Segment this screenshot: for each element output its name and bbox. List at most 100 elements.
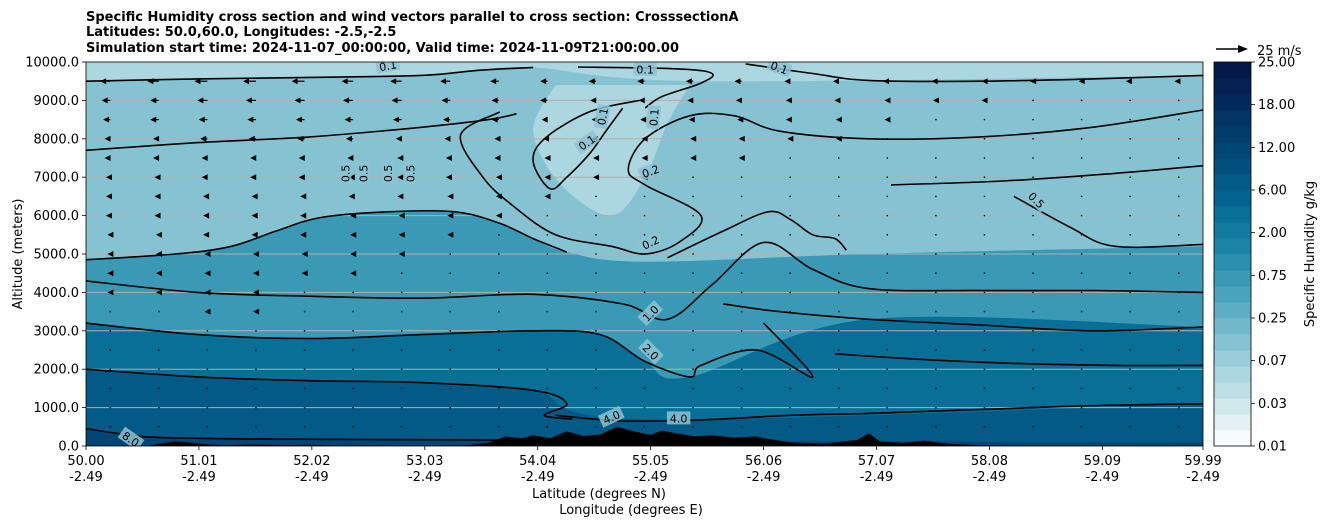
wind-vector-dot [692, 406, 694, 409]
wind-vector-head [784, 78, 791, 85]
wind-vector-dot [935, 426, 937, 428]
colorbar-band-10 [1214, 270, 1251, 287]
wind-vector-dot [1080, 426, 1083, 428]
wind-vector-dot [789, 176, 791, 178]
colorbar-band-8 [1214, 302, 1251, 319]
wind-vector-r6-c3 [251, 193, 258, 200]
wind-vector-r6-c12 [692, 195, 694, 198]
wind-vector-dot [692, 310, 694, 313]
wind-vector-r17-c18 [983, 406, 986, 409]
contour-label-text: 0.5 [404, 165, 417, 183]
wind-vector-r7-c16 [886, 214, 889, 217]
wind-vector-r6-c21 [1129, 195, 1131, 198]
wind-vector-r15-c17 [935, 368, 937, 370]
wind-vector-r0-c17 [931, 78, 938, 85]
wind-vector-r7-c2 [203, 212, 210, 219]
wind-vector-dot [1178, 426, 1180, 428]
wind-vector-r0-c8 [490, 78, 499, 85]
wind-vector-r14-c10 [595, 349, 597, 351]
wind-vector-r6-c0 [105, 193, 112, 200]
contour-line-8-16 [86, 427, 534, 442]
contour-line-0_5-8 [890, 164, 1203, 186]
contour-label-16: 4.0 [666, 411, 691, 425]
wind-vector-head [685, 78, 692, 85]
wind-vector-r2-c15 [835, 116, 842, 123]
wind-vector-r13-c1 [158, 330, 160, 332]
wind-vector-r14-c21 [1129, 349, 1131, 351]
wind-vector-r13-c18 [983, 330, 986, 332]
wind-vector-dot [643, 291, 646, 294]
wind-vector-dot [1080, 310, 1083, 313]
wind-vector-dot [692, 330, 694, 332]
wind-vector-dot [303, 406, 306, 409]
wind-vector-r7-c14 [789, 214, 791, 217]
wind-vector-dot [838, 253, 840, 255]
wind-vector-head [398, 231, 405, 238]
wind-vector-r7-c4 [300, 212, 307, 219]
wind-vector-r7-c10 [595, 214, 597, 217]
wind-vector-r3-c1 [153, 135, 160, 142]
quiver-key-arrow-icon [1238, 45, 1248, 53]
wind-vector-head [490, 78, 497, 85]
wind-vector-r16-c7 [449, 387, 451, 390]
wind-vector-r9-c17 [935, 253, 937, 255]
colorbar-band-3 [1214, 382, 1251, 399]
wind-vector-r4-c3 [250, 155, 257, 161]
wind-vector-head [204, 251, 211, 257]
wind-vector-r16-c4 [303, 387, 306, 390]
wind-vector-head [348, 174, 355, 181]
wind-vector-head [590, 97, 597, 104]
colorbar-band-6 [1214, 334, 1251, 351]
wind-vector-dot [838, 234, 840, 236]
wind-vector-r18-c8 [498, 426, 500, 428]
wind-vector-r2-c13 [737, 116, 744, 123]
wind-vector-r12-c2 [204, 308, 211, 315]
wind-vector-r15-c8 [498, 368, 500, 370]
wind-vector-dot [983, 426, 986, 428]
wind-vector-r7-c18 [983, 214, 986, 217]
wind-vector-dot [1032, 387, 1034, 390]
wind-vector-dot [983, 406, 986, 409]
wind-vector-r1-c8 [491, 97, 499, 104]
wind-vector-dot [546, 214, 549, 217]
wind-vector-r1-c0 [101, 97, 111, 104]
y-tick-label-0: 0.0 [58, 440, 79, 455]
wind-vector-r14-c22 [1178, 349, 1180, 351]
plot-area: 0.1 0.1 0.10.10.1 0.10.20.20.5 0.5 0.5 0.50.51… [86, 62, 1203, 446]
wind-vector-head [150, 97, 157, 104]
wind-vector-r12-c13 [740, 310, 743, 313]
wind-vector-head [105, 212, 112, 219]
wind-vector-dot [1032, 118, 1034, 121]
wind-vector-dot [1080, 99, 1083, 102]
wind-vector-r4-c20 [1080, 157, 1083, 159]
wind-vector-r18-c7 [449, 426, 451, 428]
wind-vector-r9-c9 [546, 253, 549, 255]
wind-vector-dot [983, 157, 986, 159]
wind-vector-head [495, 193, 502, 200]
wind-vector-r16-c16 [886, 387, 889, 390]
wind-vector-dot [1178, 118, 1180, 121]
wind-vector-r1-c7 [441, 97, 451, 104]
wind-vector-dot [935, 214, 937, 217]
wind-vector-dot [400, 291, 403, 294]
wind-vector-r14-c5 [352, 349, 354, 351]
wind-vector-dot [789, 272, 791, 274]
wind-vector-dot [740, 272, 743, 274]
colorbar-band-13 [1214, 222, 1251, 239]
contour-label-bg [375, 62, 401, 74]
wind-vector-r16-c3 [255, 387, 257, 390]
wind-vector-head [101, 97, 108, 104]
wind-vector-head [253, 270, 260, 277]
wind-vector-head [491, 97, 498, 104]
wind-vector-r7-c20 [1080, 214, 1083, 217]
wind-vector-r6-c4 [300, 193, 307, 200]
wind-vector-r18-c22 [1178, 426, 1180, 428]
wind-vector-dot [1032, 253, 1034, 255]
wind-vector-dot [1032, 272, 1034, 274]
wind-vector-r6-c22 [1178, 195, 1180, 198]
wind-vector-dot [935, 406, 937, 409]
wind-vector-r2-c7 [443, 116, 451, 123]
wind-vector-r7-c5 [350, 212, 357, 219]
wind-vector-r0-c21 [1125, 78, 1132, 85]
wind-vector-dot [546, 310, 549, 313]
